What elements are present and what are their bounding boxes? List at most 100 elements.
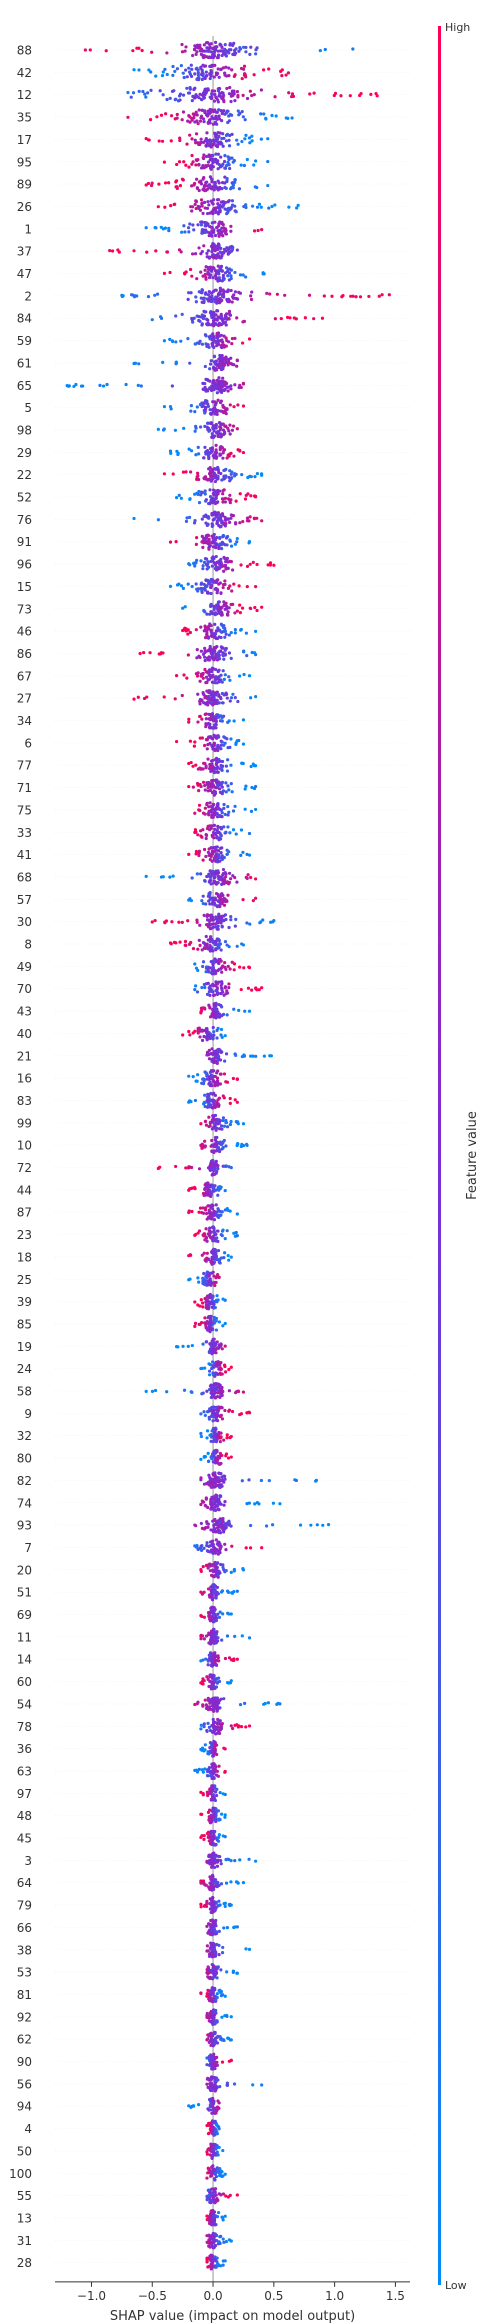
shap-point (214, 780, 219, 784)
shap-point (208, 723, 212, 727)
shap-point (226, 1520, 230, 1525)
shap-point (201, 828, 205, 832)
shap-point (230, 132, 234, 136)
shap-point (104, 49, 108, 53)
shap-point (222, 677, 226, 681)
shap-point (203, 1093, 207, 1097)
shap-point (160, 139, 165, 143)
shap-point (240, 942, 244, 946)
shap-point (220, 136, 224, 141)
shap-point (211, 1251, 216, 1255)
shap-point (209, 69, 213, 73)
shap-point (190, 67, 194, 71)
shap-point (162, 339, 167, 343)
shap-point (153, 293, 157, 297)
shap-point (204, 498, 208, 502)
shap-point (219, 1389, 223, 1393)
shap-point (272, 563, 276, 567)
shap-point (217, 635, 221, 639)
shap-point (203, 1187, 207, 1192)
shap-point (245, 921, 249, 925)
shap-point (216, 1540, 220, 1544)
shap-point (207, 1257, 211, 1261)
shap-point (230, 68, 234, 72)
shap-point (264, 1524, 269, 1528)
shap-point (224, 559, 228, 564)
shap-point (207, 1459, 211, 1463)
shap-point (203, 200, 207, 204)
shap-point (212, 680, 216, 684)
shap-point (210, 833, 214, 837)
shap-point (212, 1315, 216, 1320)
shap-point (211, 925, 216, 929)
shap-point (202, 582, 206, 587)
shap-point (196, 471, 200, 475)
shap-point (200, 985, 204, 990)
shap-point (209, 1497, 213, 1502)
shap-point (248, 562, 252, 566)
shap-point (203, 272, 207, 276)
shap-point (224, 692, 229, 696)
shap-point (207, 1417, 212, 1421)
shap-point (260, 986, 264, 990)
shap-point (223, 673, 227, 677)
shap-point (232, 454, 236, 458)
shap-point (135, 46, 139, 50)
shap-point (220, 981, 224, 986)
shap-point (185, 676, 189, 680)
shap-point (257, 202, 262, 206)
shap-point (220, 343, 224, 347)
shap-point (229, 274, 233, 278)
shap-point (199, 1521, 203, 1526)
shap-point (286, 315, 290, 319)
shap-point (232, 159, 236, 163)
shap-point (207, 1369, 212, 1373)
shap-point (221, 500, 225, 504)
shap-point (201, 1500, 205, 1504)
shap-point (211, 1343, 216, 1347)
shap-point (205, 297, 209, 301)
shap-point (193, 564, 197, 568)
shap-point (203, 364, 207, 369)
shap-point (162, 271, 167, 275)
shap-point (199, 1476, 203, 1480)
shap-point (220, 811, 224, 815)
shap-point (216, 1502, 220, 1506)
shap-point (193, 120, 197, 124)
shap-point (201, 1233, 205, 1237)
shap-point (195, 77, 199, 81)
shap-point (215, 343, 219, 347)
shap-point (198, 679, 202, 683)
shap-point (247, 541, 251, 545)
shap-point (215, 1028, 219, 1032)
shap-point (226, 248, 230, 252)
shap-point (230, 589, 234, 593)
shap-point (197, 96, 201, 100)
shap-point (259, 88, 263, 92)
shap-point (218, 1344, 222, 1349)
shap-point (232, 582, 236, 586)
shap-point (219, 246, 223, 251)
shap-point (212, 1496, 216, 1501)
shap-point (202, 982, 206, 987)
shap-point (219, 1405, 223, 1409)
shap-point (197, 853, 201, 858)
shap-point (183, 230, 187, 234)
shap-point (200, 1081, 204, 1085)
shap-point (188, 1033, 192, 1037)
shap-point (233, 98, 237, 103)
shap-point (196, 71, 200, 75)
shap-point (220, 164, 224, 168)
shap-point (182, 75, 186, 80)
shap-point (225, 991, 230, 995)
shap-point (207, 805, 211, 809)
shap-point (217, 582, 221, 586)
shap-point (193, 1321, 198, 1325)
shap-point (204, 934, 208, 939)
shap-point (200, 229, 204, 234)
shap-point (227, 317, 231, 321)
shap-point (206, 743, 210, 747)
shap-point (322, 294, 326, 298)
shap-point (228, 423, 232, 427)
shap-point (168, 875, 172, 879)
